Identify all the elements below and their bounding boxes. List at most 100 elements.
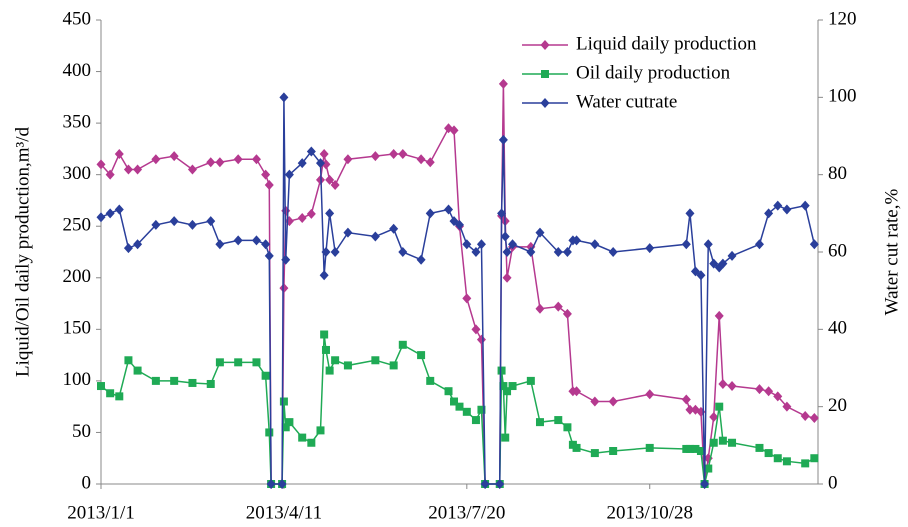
y-tick-label: 100 bbox=[63, 369, 92, 390]
point bbox=[284, 169, 294, 180]
point bbox=[562, 247, 572, 257]
point bbox=[264, 250, 274, 261]
point bbox=[416, 154, 426, 165]
point bbox=[526, 376, 535, 385]
point bbox=[114, 204, 124, 215]
point bbox=[105, 208, 115, 219]
point bbox=[508, 239, 518, 250]
y2-tick-label: 20 bbox=[828, 395, 847, 416]
point bbox=[279, 283, 289, 294]
point bbox=[497, 366, 506, 375]
point bbox=[96, 212, 106, 223]
y-tick-label: 300 bbox=[63, 163, 92, 184]
point bbox=[169, 216, 179, 227]
point bbox=[325, 366, 334, 375]
point bbox=[501, 433, 510, 442]
y2-tick-label: 80 bbox=[828, 163, 847, 184]
point bbox=[553, 301, 563, 312]
point bbox=[704, 464, 713, 473]
y-tick-label: 150 bbox=[63, 318, 92, 339]
point bbox=[455, 402, 464, 411]
point bbox=[187, 219, 197, 230]
y-tick-label: 250 bbox=[63, 215, 92, 236]
y2-tick-label: 100 bbox=[828, 86, 857, 107]
point bbox=[281, 254, 291, 265]
y-tick-label: 0 bbox=[82, 472, 92, 493]
point bbox=[480, 479, 490, 489]
point bbox=[206, 157, 216, 168]
point bbox=[718, 436, 727, 445]
point bbox=[426, 376, 435, 385]
x-tick-label: 2013/4/11 bbox=[246, 502, 322, 523]
point bbox=[449, 125, 459, 136]
point bbox=[800, 410, 810, 421]
point bbox=[526, 247, 536, 257]
point bbox=[645, 389, 655, 400]
point bbox=[572, 443, 581, 452]
point bbox=[755, 443, 764, 452]
point bbox=[572, 386, 582, 397]
point bbox=[609, 447, 618, 456]
point bbox=[389, 149, 399, 160]
point bbox=[764, 449, 773, 458]
point bbox=[151, 154, 161, 165]
point bbox=[773, 391, 783, 402]
point bbox=[425, 157, 435, 168]
point bbox=[681, 239, 691, 250]
point bbox=[471, 416, 480, 425]
point bbox=[417, 351, 426, 360]
point bbox=[773, 200, 783, 211]
point bbox=[500, 231, 510, 242]
point bbox=[330, 247, 340, 257]
point bbox=[316, 426, 325, 435]
point bbox=[691, 444, 700, 453]
point bbox=[535, 303, 545, 314]
point bbox=[502, 272, 512, 283]
point bbox=[498, 78, 508, 89]
point bbox=[709, 411, 719, 422]
point bbox=[169, 151, 179, 162]
point bbox=[264, 179, 274, 190]
x-tick-label: 2013/1/1 bbox=[67, 502, 135, 523]
point bbox=[703, 239, 713, 250]
point bbox=[764, 208, 774, 219]
point bbox=[608, 396, 618, 407]
point bbox=[590, 449, 599, 458]
point bbox=[696, 270, 706, 281]
point bbox=[526, 241, 536, 252]
point bbox=[764, 386, 774, 397]
point bbox=[477, 405, 486, 414]
point bbox=[306, 146, 316, 157]
point bbox=[123, 243, 133, 254]
point bbox=[502, 247, 512, 257]
point bbox=[96, 159, 106, 170]
point bbox=[782, 204, 792, 215]
point bbox=[810, 454, 819, 463]
point bbox=[425, 208, 435, 219]
y-tick-label: 200 bbox=[63, 266, 92, 287]
point bbox=[307, 438, 316, 447]
point bbox=[215, 358, 224, 367]
legend-marker bbox=[540, 98, 550, 108]
point bbox=[498, 134, 508, 145]
point bbox=[321, 247, 331, 257]
point bbox=[215, 157, 225, 168]
y-tick-label: 350 bbox=[63, 111, 92, 132]
legend-label: Water cutrate bbox=[576, 91, 677, 112]
point bbox=[773, 454, 782, 463]
point bbox=[124, 356, 133, 365]
y-tick-label: 400 bbox=[63, 60, 92, 81]
series-line bbox=[100, 97, 816, 485]
point bbox=[123, 164, 133, 175]
point bbox=[266, 479, 276, 489]
point bbox=[265, 428, 274, 437]
point bbox=[728, 438, 737, 447]
point bbox=[330, 179, 340, 190]
point bbox=[215, 239, 225, 250]
point bbox=[320, 330, 329, 339]
y-tick-label: 450 bbox=[63, 8, 92, 29]
point bbox=[261, 239, 271, 250]
point bbox=[105, 169, 115, 180]
point bbox=[251, 154, 261, 165]
